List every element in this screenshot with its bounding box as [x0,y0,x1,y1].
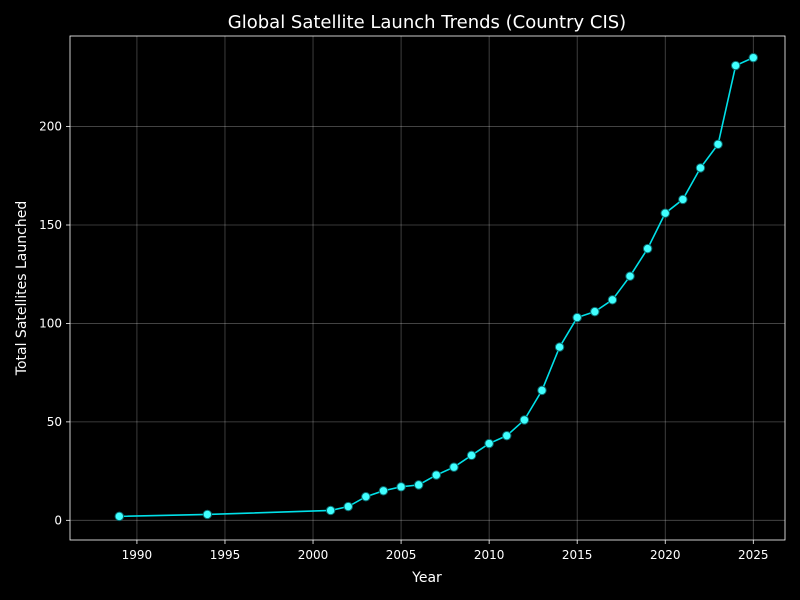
data-point [590,306,600,317]
data-point [554,342,565,352]
x-tick-label: 2000 [298,548,329,562]
data-point [449,462,459,472]
x-tick-label: 2005 [386,548,417,562]
data-point [730,60,741,71]
chart-title: Global Satellite Launch Trends (Country … [228,12,626,33]
data-point [695,163,706,173]
data-point [202,509,213,520]
data-point [713,139,723,149]
plot-area-frame [69,35,786,541]
data-point [431,470,442,480]
data-point [537,385,547,396]
y-tick-label: 0 [54,513,62,527]
data-point [502,430,512,441]
data-point [625,271,635,281]
data-point [114,511,125,522]
x-tick-label: 2025 [738,548,769,562]
y-tick-label: 200 [39,120,62,134]
data-point [748,52,759,63]
data-point [413,480,424,490]
axis-ticks: 1990 1995 2000 2005 2010 2015 2020 2025 0 50 100 15… [39,120,768,562]
data-point [343,501,353,512]
y-tick-label: 50 [47,415,62,429]
data-point [660,208,670,218]
data-point [466,450,477,461]
y-tick-label: 100 [39,316,62,330]
grid [70,36,785,540]
data-point [678,194,688,205]
x-tick-label: 2010 [474,548,505,562]
y-tick-label: 150 [39,218,62,232]
data-point [325,505,336,516]
data-point [607,295,618,305]
data-point [396,482,406,492]
data-point [484,438,494,449]
data-point [519,415,530,425]
x-tick-label: 2020 [650,548,681,562]
x-tick-label: 1990 [122,548,153,562]
x-axis-label: Year [411,570,442,586]
y-axis-label: Total Satellites Launched [14,201,30,376]
data-point [378,486,389,496]
data-point [572,312,582,323]
data-point [361,491,371,502]
data-series [114,52,759,522]
x-tick-label: 1995 [210,548,241,562]
data-point [642,243,653,254]
x-tick-label: 2015 [562,548,593,562]
